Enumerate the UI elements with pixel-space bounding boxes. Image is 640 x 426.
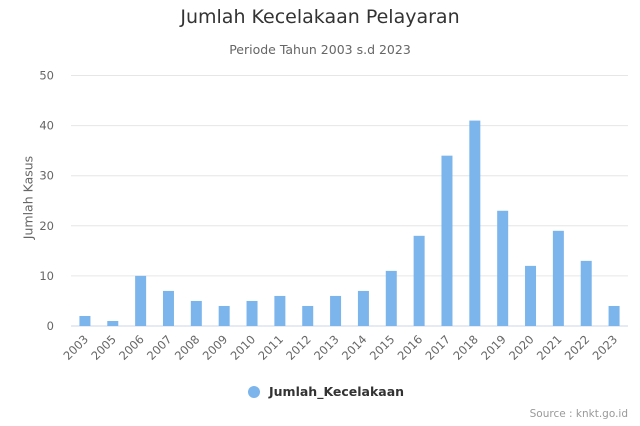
x-tick-label: 2023 — [590, 332, 621, 363]
y-tick-label: 30 — [39, 169, 54, 183]
y-tick-label: 0 — [47, 319, 54, 333]
x-tick-label: 2021 — [534, 332, 565, 363]
x-tick-label: 2005 — [88, 332, 119, 363]
bar[interactable] — [135, 275, 147, 326]
bar[interactable] — [580, 260, 592, 326]
legend-label: Jumlah_Kecelakaan — [269, 384, 405, 399]
bar[interactable] — [525, 265, 537, 326]
x-tick-label: 2013 — [311, 332, 342, 363]
bar[interactable] — [357, 290, 369, 326]
y-tick-label: 50 — [39, 69, 54, 83]
x-tick-label: 2019 — [478, 332, 509, 363]
bar[interactable] — [274, 295, 286, 326]
x-tick-label: 2015 — [367, 332, 398, 363]
bar[interactable] — [79, 315, 91, 326]
bar[interactable] — [441, 155, 453, 326]
bar[interactable] — [469, 120, 481, 326]
y-tick-label: 10 — [39, 269, 54, 283]
legend-item[interactable]: Jumlah_Kecelakaan — [248, 384, 404, 399]
x-tick-label: 2018 — [450, 332, 481, 363]
y-tick-label: 40 — [39, 119, 54, 133]
chart-subtitle: Periode Tahun 2003 s.d 2023 — [229, 42, 411, 57]
x-tick-label: 2014 — [339, 332, 370, 363]
legend-circle-icon — [248, 385, 260, 398]
x-tick-label: 2017 — [422, 332, 453, 363]
x-tick-label: 2009 — [200, 332, 231, 363]
x-tick-label: 2008 — [172, 332, 203, 363]
y-tick-label: 20 — [39, 219, 54, 233]
chart-title: Jumlah Kecelakaan Pelayaran — [180, 6, 460, 28]
x-tick-label: 2011 — [255, 332, 286, 363]
x-tick-label: 2020 — [506, 332, 537, 363]
x-tick-label: 2016 — [395, 332, 426, 363]
source-credit: Source : knkt.go.id — [529, 408, 628, 420]
bar[interactable] — [608, 305, 620, 326]
bar[interactable] — [385, 270, 397, 326]
x-tick-label: 2010 — [228, 332, 259, 363]
x-tick-label: 2012 — [283, 332, 314, 363]
bar[interactable] — [107, 320, 119, 326]
x-tick-label: 2003 — [60, 332, 91, 363]
bar-chart: 0102030405020032005200620072008200920102… — [39, 69, 628, 363]
x-tick-label: 2022 — [562, 332, 593, 363]
bar[interactable] — [302, 305, 314, 326]
bar[interactable] — [190, 300, 202, 326]
x-tick-label: 2006 — [116, 332, 147, 363]
bar[interactable] — [413, 235, 425, 326]
bar[interactable] — [330, 295, 342, 326]
bar[interactable] — [497, 210, 509, 326]
bar[interactable] — [162, 290, 174, 326]
x-tick-label: 2007 — [144, 332, 175, 363]
bar[interactable] — [246, 300, 258, 326]
bar[interactable] — [552, 230, 564, 326]
bar[interactable] — [218, 305, 230, 326]
